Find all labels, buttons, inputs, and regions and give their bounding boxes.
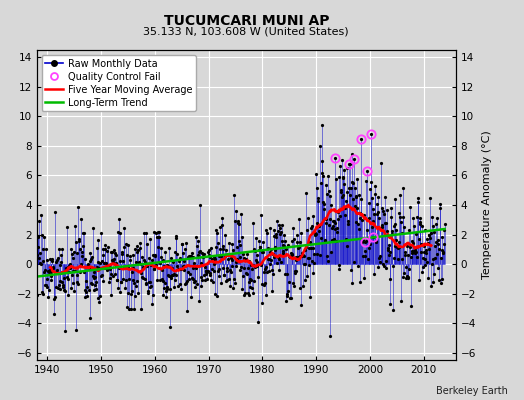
Y-axis label: Temperature Anomaly (°C): Temperature Anomaly (°C): [482, 131, 492, 279]
Text: Berkeley Earth: Berkeley Earth: [436, 386, 508, 396]
Text: 35.133 N, 103.608 W (United States): 35.133 N, 103.608 W (United States): [144, 26, 349, 36]
Text: TUCUMCARI MUNI AP: TUCUMCARI MUNI AP: [163, 14, 329, 28]
Legend: Raw Monthly Data, Quality Control Fail, Five Year Moving Average, Long-Term Tren: Raw Monthly Data, Quality Control Fail, …: [41, 55, 196, 111]
